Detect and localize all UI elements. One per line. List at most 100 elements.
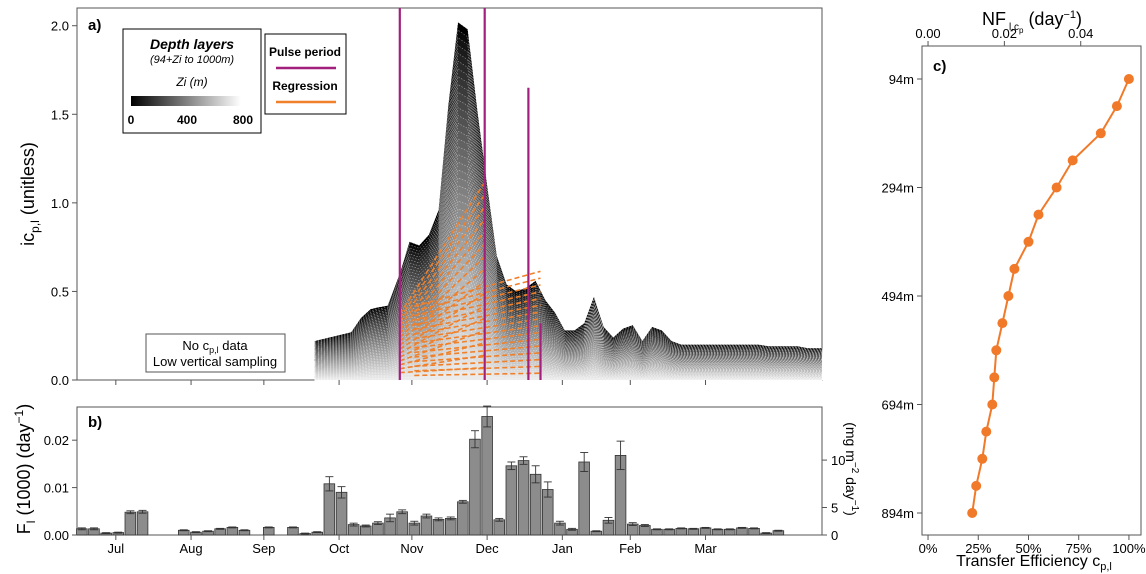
bar-37 (578, 461, 590, 536)
bar-29 (481, 416, 493, 536)
depth-colorbar-tick-800: 800 (233, 113, 253, 127)
b-ytick-label-1: 0.01 (44, 481, 69, 496)
c-xtick-label-1: 25% (965, 541, 991, 556)
b-xtick-label-3: Oct (329, 541, 350, 556)
panel-b-axes: 0.00 0.01 0.02 0 5 10 Jul Aug Sep Oct Nov Dec Jan Feb… (44, 433, 846, 556)
regression-line-b-13 (414, 358, 541, 367)
regression-line-10 (399, 305, 486, 354)
regression-line-4 (399, 231, 486, 331)
c-xtick-label-4: 100% (1112, 541, 1146, 556)
bar-45 (675, 528, 688, 536)
panel-a: 0.0 0.5 1.0 1.5 2.0 a) icp,l (unitless) Dept… (18, 7, 823, 388)
c-toptick-label-1: 0.02 (992, 26, 1017, 41)
b-xtick-label-0: Jul (108, 541, 125, 556)
regression-line-b-10 (414, 338, 541, 354)
depth-colorbar (131, 96, 241, 106)
bar-22 (396, 511, 408, 536)
bar-30 (493, 519, 505, 536)
panel-c-frame (921, 45, 1142, 536)
bar-5 (136, 511, 149, 536)
regression-line-14 (399, 354, 485, 370)
bar-4 (124, 511, 137, 536)
depth-colorbar-tick-0: 0 (128, 113, 135, 127)
annotation-box (145, 333, 286, 373)
panel-c: 0% 25% 50% 75% 100% 0.00 0.02 0.04 94m 294m 494m 69… (881, 9, 1146, 573)
panel-b-ylabel: Fl (1000) (day−1) (12, 404, 38, 534)
regression-line-5 (399, 243, 486, 335)
bar-50 (736, 527, 748, 536)
bar-26 (444, 518, 457, 536)
panel-b-bars (76, 405, 785, 536)
depth-layer-45 (314, 372, 823, 381)
bar-51 (748, 528, 760, 536)
efficiency-point-8 (1003, 291, 1014, 301)
panel-c-label: c) (933, 58, 946, 75)
efficiency-point-10 (991, 345, 1002, 356)
efficiency-point-15 (971, 480, 982, 491)
bar-47 (699, 527, 712, 536)
legend-pulse-label: Pulse period (269, 45, 341, 59)
regression-line-3 (399, 218, 486, 327)
regression-line-b-6 (414, 311, 541, 335)
efficiency-point-3 (1067, 155, 1078, 166)
depth-legend-bar-title: Zi (m) (175, 75, 207, 89)
regression-line-b-8 (414, 324, 541, 344)
no-data-annotation: No cp,l data Low vertical sampling (145, 333, 286, 373)
c-xtick-label-0: 0% (919, 541, 938, 556)
c-ytick-label-2: 494m (881, 289, 914, 304)
panel-b-label: b) (88, 414, 102, 431)
bar-13 (287, 527, 299, 536)
a-ytick-label-0: 0.0 (51, 373, 69, 388)
c-ytick-label-3: 694m (881, 398, 914, 413)
a-ytick-label-1: 0.5 (51, 284, 69, 299)
bar-16 (323, 483, 336, 536)
c-ytick-label-4: 894m (881, 506, 914, 521)
bar-17 (335, 491, 348, 536)
panel-c-xlabel: Transfer Efficiency cp,l (956, 553, 1112, 573)
efficiency-point-16 (967, 508, 978, 518)
regression-line-15 (399, 366, 485, 374)
bar-27 (457, 501, 469, 536)
efficiency-point-13 (981, 426, 992, 437)
efficiency-point-4 (1051, 182, 1062, 193)
regression-line-0 (399, 181, 486, 315)
efficiency-line (971, 78, 1130, 514)
panel-c-series (967, 74, 1134, 518)
regression-line-b-2 (414, 284, 541, 317)
bar-42 (639, 525, 651, 536)
regression-line-b-4 (414, 297, 541, 326)
panel-a-ylabel: icp,l (unitless) (18, 142, 42, 246)
b-xtick-label-2: Sep (252, 541, 275, 556)
panel-a-regression-lines (399, 181, 541, 377)
regression-line-13 (399, 342, 485, 366)
b-xtick-label-7: Feb (619, 541, 641, 556)
line-legend: Pulse period Regression (264, 33, 347, 115)
regression-line-9 (399, 292, 486, 350)
panel-a-pulse-lines (398, 8, 542, 380)
annotation-line-2: Low vertical sampling (153, 354, 277, 369)
efficiency-point-6 (1023, 236, 1034, 247)
regression-line-b-5 (414, 304, 541, 331)
depth-legend-subtitle: (94+Zi to 1000m) (150, 54, 234, 66)
bar-33 (529, 473, 542, 536)
panel-c-axes: 0% 25% 50% 75% 100% 0.00 0.02 0.04 94m 294m 494m 69… (881, 26, 1146, 556)
line-legend-box (264, 33, 347, 115)
bar-24 (420, 515, 433, 536)
regression-line-b-9 (414, 331, 541, 349)
a-ytick-label-4: 2.0 (51, 19, 69, 34)
depth-colorbar-tick-400: 400 (177, 113, 197, 127)
regression-line-b-15 (414, 372, 541, 377)
c-xtick-label-3: 75% (1066, 541, 1092, 556)
c-ytick-label-1: 294m (881, 181, 914, 196)
b-ytick-label-2: 0.02 (44, 433, 69, 448)
regression-line-b-7 (414, 318, 541, 340)
a-ytick-label-2: 1.0 (51, 196, 69, 211)
regression-line-8 (399, 280, 486, 346)
efficiency-point-2 (1095, 128, 1106, 139)
efficiency-point-0 (1123, 74, 1134, 84)
b-xtick-label-8: Mar (694, 541, 717, 556)
c-toptick-label-2: 0.04 (1068, 26, 1093, 41)
regression-line-6 (399, 255, 486, 339)
bar-31 (505, 465, 518, 536)
legend-regression-label: Regression (272, 79, 337, 93)
